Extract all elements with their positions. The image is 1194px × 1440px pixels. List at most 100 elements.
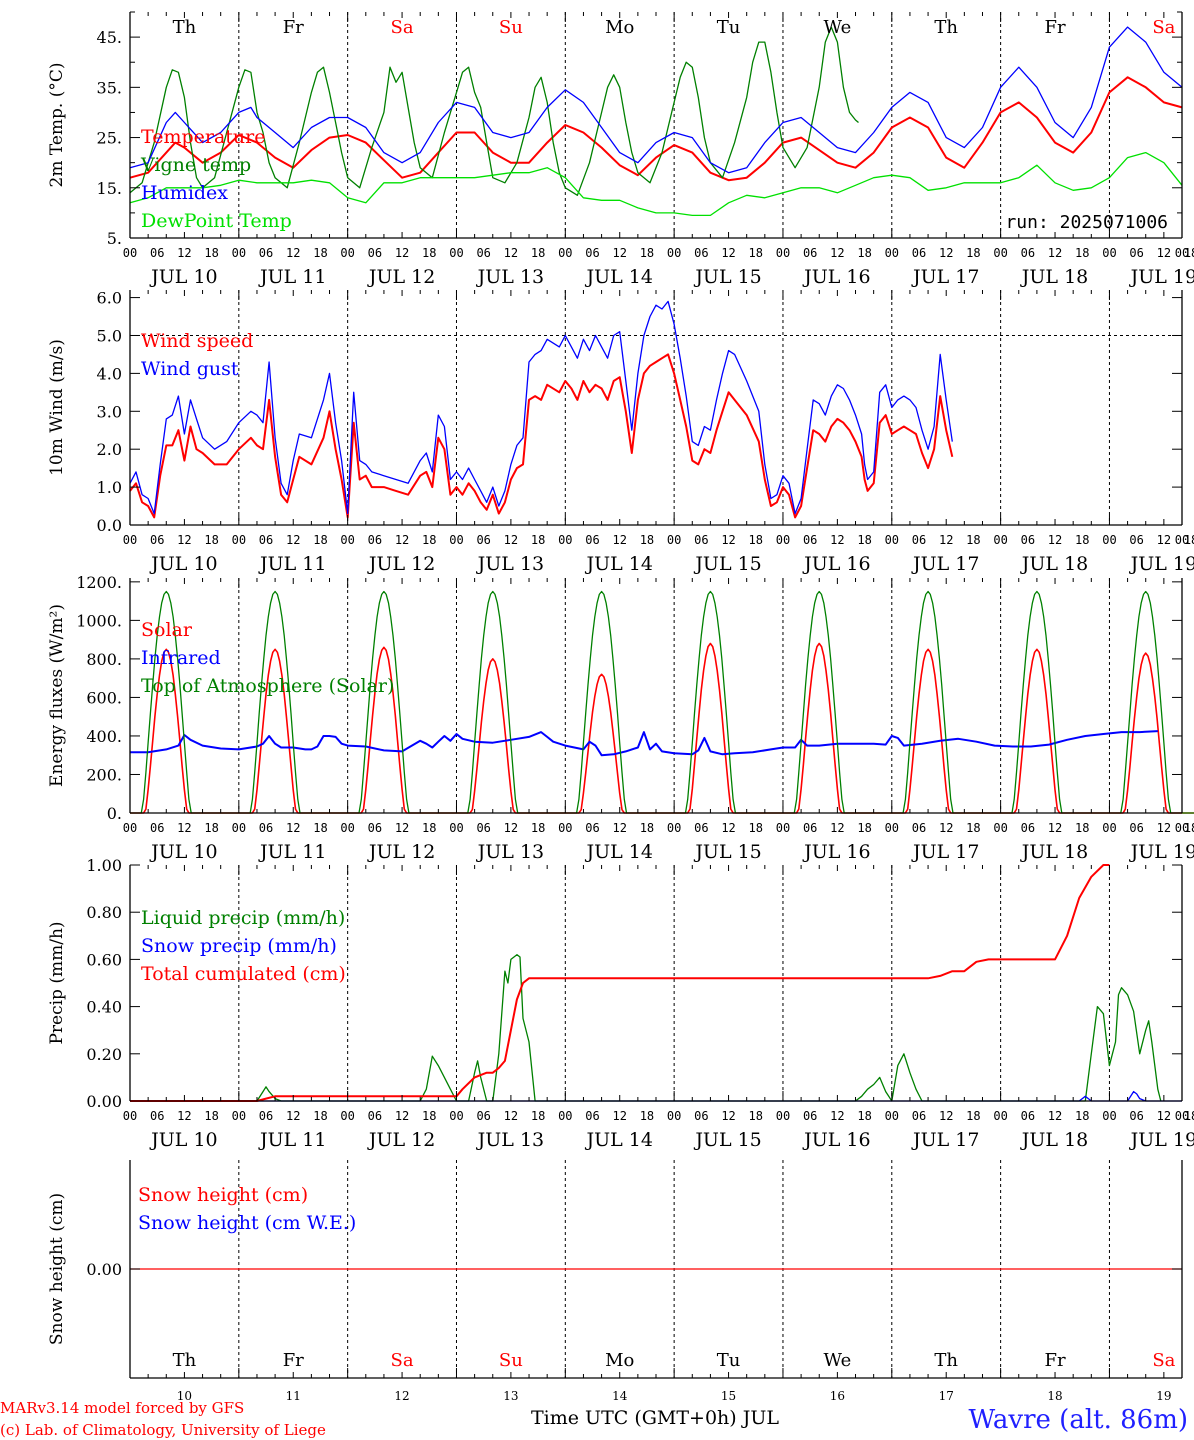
x-hour-label: 00 bbox=[1102, 821, 1116, 835]
x-day-label: JUL 12 bbox=[367, 841, 435, 863]
x-hour-label: 12 bbox=[939, 246, 953, 260]
x-hour-label: 12 bbox=[1048, 533, 1062, 547]
x-hour-label: 06 bbox=[585, 1109, 599, 1123]
x-day-label: JUL 13 bbox=[476, 553, 544, 575]
x-hour-label: 12 bbox=[286, 821, 300, 835]
x-hour-label: 18 bbox=[1184, 821, 1194, 835]
x-hour-label: 06 bbox=[1021, 821, 1035, 835]
x-hour-label: 06 bbox=[1021, 1109, 1035, 1123]
legend-label: Vigne temp bbox=[140, 154, 251, 176]
day-name: Th bbox=[934, 17, 958, 38]
x-hour-label: 06 bbox=[1129, 246, 1143, 260]
x-hour-label: 06 bbox=[1129, 1109, 1143, 1123]
x-hour-label: 06 bbox=[1129, 821, 1143, 835]
y-tick-label: 1.0 bbox=[97, 478, 122, 497]
x-hour-label: 12 bbox=[395, 246, 409, 260]
x-day-number: 12 bbox=[394, 1389, 409, 1403]
x-hour-label: 00 bbox=[667, 246, 681, 260]
x-hour-label: 18 bbox=[966, 533, 980, 547]
x-hour-label: 06 bbox=[585, 246, 599, 260]
x-hour-label: 12 bbox=[721, 821, 735, 835]
x-hour-label: 00 bbox=[558, 533, 572, 547]
y-tick-label: 0. bbox=[107, 804, 122, 823]
y-tick-label: 6.0 bbox=[97, 289, 122, 308]
x-day-label: JUL 10 bbox=[149, 553, 217, 575]
day-name: Mo bbox=[605, 17, 634, 38]
x-hour-label: 00 bbox=[123, 533, 137, 547]
x-day-label: JUL 15 bbox=[693, 553, 761, 575]
x-hour-label: 18 bbox=[313, 1109, 327, 1123]
y-tick-label: 1.00 bbox=[86, 856, 122, 875]
station-name: Wavre (alt. 86m) bbox=[968, 1405, 1188, 1435]
x-hour-label: 00 bbox=[449, 821, 463, 835]
x-hour-label: 18 bbox=[1184, 246, 1194, 260]
legend-label: Wind gust bbox=[141, 358, 239, 380]
legend-label: Top of Atmosphere (Solar) bbox=[141, 675, 394, 697]
x-hour-label: 18 bbox=[640, 1109, 654, 1123]
x-hour-label: 06 bbox=[476, 246, 490, 260]
y-tick-label: 0.40 bbox=[86, 998, 122, 1017]
x-day-label: JUL 14 bbox=[584, 841, 652, 863]
x-day-label: JUL 15 bbox=[693, 841, 761, 863]
x-hour-label: 00 bbox=[885, 821, 899, 835]
day-name: We bbox=[824, 17, 852, 38]
x-day-label: JUL 16 bbox=[802, 1129, 870, 1151]
x-hour-label: 06 bbox=[803, 533, 817, 547]
x-day-label: JUL 16 bbox=[802, 266, 870, 288]
y-tick-label: 1000. bbox=[76, 611, 122, 630]
x-hour-label: 00 bbox=[776, 246, 790, 260]
x-hour-label: 00 bbox=[558, 246, 572, 260]
x-day-name: Fr bbox=[1044, 1350, 1065, 1371]
x-hour-label: 06 bbox=[259, 1109, 273, 1123]
x-hour-label: 18 bbox=[422, 246, 436, 260]
x-hour-label: 00 bbox=[232, 821, 246, 835]
x-hour-label: 12 bbox=[1048, 246, 1062, 260]
x-hour-label: 00 bbox=[123, 1109, 137, 1123]
series-line-top-of-atmosphere-solar- bbox=[130, 590, 1194, 814]
x-hour-label: 00 bbox=[1175, 1109, 1189, 1123]
x-hour-label: 06 bbox=[912, 246, 926, 260]
x-hour-label: 06 bbox=[694, 1109, 708, 1123]
x-hour-label: 12 bbox=[177, 246, 191, 260]
x-hour-label: 12 bbox=[504, 1109, 518, 1123]
y-axis-label: 10m Wind (m/s) bbox=[47, 339, 67, 476]
x-hour-label: 18 bbox=[1184, 1109, 1194, 1123]
x-hour-label: 18 bbox=[422, 821, 436, 835]
x-hour-label: 18 bbox=[966, 821, 980, 835]
y-tick-label: 3.0 bbox=[97, 402, 122, 421]
x-day-number: 18 bbox=[1047, 1389, 1062, 1403]
x-day-label: JUL 17 bbox=[911, 553, 979, 575]
x-axis-title: Time UTC (GMT+0h) JUL bbox=[531, 1407, 779, 1429]
x-hour-label: 06 bbox=[476, 1109, 490, 1123]
x-hour-label: 12 bbox=[830, 246, 844, 260]
x-hour-label: 18 bbox=[1075, 821, 1089, 835]
x-hour-label: 12 bbox=[1157, 533, 1171, 547]
x-hour-label: 00 bbox=[1102, 246, 1116, 260]
x-day-label: JUL 11 bbox=[258, 1129, 326, 1151]
x-day-label: JUL 12 bbox=[367, 553, 435, 575]
x-hour-label: 12 bbox=[286, 246, 300, 260]
series-line-solar bbox=[130, 642, 1194, 814]
x-hour-label: 12 bbox=[830, 1109, 844, 1123]
legend-label: DewPoint Temp bbox=[141, 210, 292, 232]
x-day-number: 11 bbox=[286, 1389, 301, 1403]
x-day-label: JUL 18 bbox=[1020, 266, 1088, 288]
y-tick-label: 800. bbox=[86, 650, 122, 669]
x-hour-label: 18 bbox=[313, 246, 327, 260]
x-hour-label: 06 bbox=[1021, 246, 1035, 260]
x-hour-label: 00 bbox=[1102, 533, 1116, 547]
x-hour-label: 06 bbox=[585, 821, 599, 835]
y-axis-label: Energy fluxes (W/m²) bbox=[47, 604, 67, 787]
y-tick-label: 35. bbox=[97, 78, 122, 97]
x-hour-label: 18 bbox=[422, 533, 436, 547]
x-hour-label: 12 bbox=[395, 821, 409, 835]
x-hour-label: 18 bbox=[749, 1109, 763, 1123]
x-day-label: JUL 14 bbox=[584, 553, 652, 575]
x-hour-label: 18 bbox=[857, 821, 871, 835]
x-hour-label: 18 bbox=[857, 1109, 871, 1123]
x-day-label: JUL 14 bbox=[584, 1129, 652, 1151]
x-hour-label: 12 bbox=[395, 533, 409, 547]
x-hour-label: 00 bbox=[449, 1109, 463, 1123]
x-hour-label: 00 bbox=[667, 533, 681, 547]
x-hour-label: 12 bbox=[721, 246, 735, 260]
